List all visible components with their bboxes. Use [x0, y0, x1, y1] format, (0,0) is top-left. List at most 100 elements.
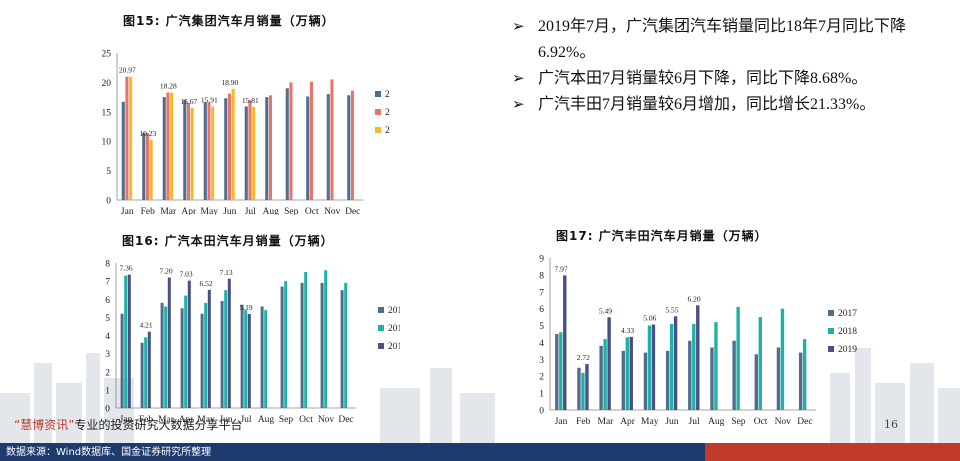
bar-2017 — [224, 98, 228, 200]
y-tick-label: 10 — [102, 138, 112, 148]
x-tick-label: Aug — [708, 417, 725, 426]
bar-2017 — [754, 354, 758, 410]
bar-2018 — [145, 132, 149, 200]
legend-label: 2018 — [838, 327, 857, 337]
x-tick-label: Dec — [345, 207, 360, 215]
y-tick-label: 2 — [105, 368, 110, 378]
page-number: 16 — [884, 418, 898, 431]
arrow-icon: ➢ — [512, 97, 525, 113]
bar-2018 — [268, 95, 272, 200]
bar-2017 — [340, 290, 344, 408]
data-label: 7.36 — [119, 264, 132, 273]
bar-2018 — [344, 282, 348, 408]
bar-2018 — [309, 81, 313, 200]
x-tick-label: Sep — [279, 415, 294, 424]
bar-2017 — [240, 304, 244, 408]
bar-2018 — [603, 339, 607, 410]
x-tick-label: Aug — [263, 207, 280, 215]
legend-label: 2019 — [385, 126, 390, 136]
x-tick-label: Feb — [576, 417, 591, 426]
chart-title-fig17: 图17: 广汽丰田汽车月销量（万辆） — [556, 229, 768, 243]
data-label: 18.28 — [160, 82, 177, 91]
data-label: 18.90 — [221, 78, 238, 87]
footer-source: 数据来源：Wind数据库、国金证券研究所整理 — [6, 447, 212, 458]
bar-2017 — [326, 94, 330, 200]
data-label: 15.81 — [242, 96, 259, 105]
y-tick-label: 3 — [539, 356, 544, 366]
y-tick-label: 8 — [105, 260, 110, 270]
bar-2017 — [180, 308, 184, 408]
x-tick-label: Jan — [121, 207, 134, 215]
y-tick-label: 15 — [102, 108, 112, 118]
bar-2019 — [607, 317, 611, 410]
bar-2018 — [324, 270, 328, 408]
bar-2019 — [227, 278, 231, 408]
y-tick-label: 5 — [539, 322, 544, 332]
bar-2018 — [559, 332, 563, 410]
bar-2017 — [577, 367, 581, 410]
bullet-item: ➢ 广汽本田7月销量较6月下降，同比下降8.68%。 — [512, 66, 942, 92]
x-tick-label: Nov — [324, 207, 341, 215]
skyline-background — [0, 348, 960, 443]
x-tick-label: Dec — [338, 415, 353, 424]
bar-2017 — [665, 350, 670, 410]
bar-2018 — [144, 337, 148, 408]
x-tick-label: Jun — [219, 415, 232, 424]
legend-swatch — [828, 346, 834, 352]
bar-2019 — [127, 274, 131, 408]
data-label: 5.06 — [643, 314, 656, 323]
bar-2018 — [714, 322, 718, 410]
brand-watermark: “慧博资讯”专业的投资研究大数据分享平台 — [14, 418, 243, 432]
x-tick-label: May — [197, 415, 215, 424]
y-tick-label: 8 — [539, 271, 544, 281]
x-tick-label: Mar — [598, 417, 615, 426]
legend-label: 2019 — [388, 342, 400, 352]
bar-2018 — [125, 76, 129, 200]
bar-2017 — [320, 282, 324, 408]
legend-label: 2018 — [385, 108, 390, 118]
bar-2018 — [166, 92, 170, 200]
y-tick-label: 9 — [539, 255, 544, 265]
bar-2019 — [207, 289, 211, 408]
bar-2018 — [304, 272, 308, 408]
legend-swatch — [378, 325, 384, 331]
x-tick-label: Mar — [160, 207, 177, 215]
data-label: 4.21 — [139, 321, 152, 330]
y-tick-label: 2 — [539, 373, 544, 383]
summary-bullets: ➢ 2019年7月，广汽集团汽车销量同比18年7月同比下降6.92%。 ➢ 广汽本田… — [512, 14, 942, 118]
bar-2018 — [244, 310, 248, 408]
bar-2018 — [581, 372, 585, 410]
bar-2018 — [224, 290, 228, 408]
bar-2018 — [124, 275, 128, 408]
data-label: 6.20 — [688, 294, 701, 303]
legend-label: 2017 — [385, 90, 390, 100]
x-tick-label: Feb — [141, 207, 156, 215]
bar-2019 — [231, 88, 235, 200]
bar-2019 — [247, 313, 251, 408]
legend-swatch — [375, 91, 381, 97]
bar-2019 — [187, 280, 191, 408]
y-tick-label: 6 — [539, 305, 544, 315]
x-tick-label: Jul — [245, 207, 256, 215]
x-tick-label: Jun — [223, 207, 236, 215]
x-tick-label: Oct — [305, 207, 319, 215]
bar-2019 — [629, 336, 633, 410]
bar-2018 — [758, 317, 762, 410]
x-tick-label: May — [201, 207, 219, 215]
x-tick-label: Aug — [258, 415, 275, 424]
bar-2018 — [204, 302, 208, 408]
data-label: 5.49 — [599, 306, 612, 315]
bar-2017 — [142, 132, 146, 200]
x-tick-label: Sep — [284, 207, 299, 215]
bar-2017 — [306, 96, 310, 200]
bar-2018 — [780, 308, 785, 410]
bar-2019 — [673, 316, 678, 410]
data-label: 20.97 — [119, 66, 136, 75]
bar-2017 — [555, 334, 559, 410]
data-label: 5.19 — [239, 303, 252, 312]
data-label: 5.55 — [665, 305, 678, 314]
x-tick-label: Jan — [555, 417, 568, 426]
arrow-icon: ➢ — [512, 19, 525, 35]
bar-2017 — [710, 347, 714, 410]
y-tick-label: 1 — [539, 390, 544, 400]
